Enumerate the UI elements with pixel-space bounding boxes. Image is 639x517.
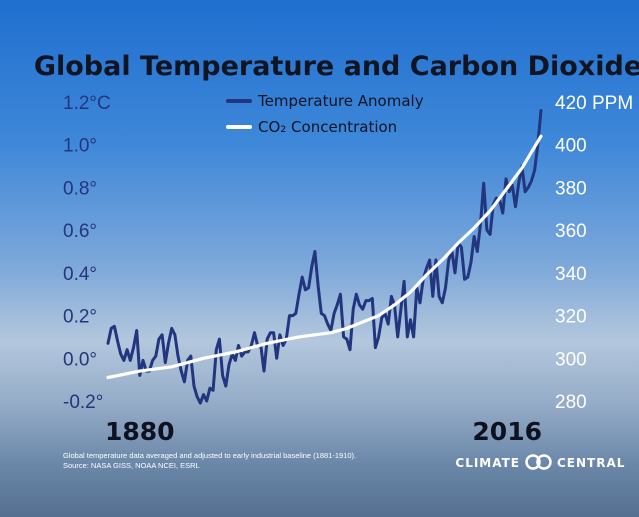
legend: Temperature Anomaly CO₂ Concentration	[226, 92, 424, 136]
brand-ring-left-icon	[525, 454, 541, 470]
brand-text-left: CLIMATE	[455, 456, 520, 470]
left-tick-label: -0.2°	[63, 392, 103, 413]
left-tick-label: 0.6°	[63, 221, 97, 242]
right-axis-tick-labels: 420 PPM 400 380 360 340 320 300 280	[555, 93, 633, 413]
chart-title: Global Temperature and Carbon Dioxide	[34, 51, 639, 82]
left-tick-label: 0.8°	[63, 178, 97, 199]
right-tick-label: 340	[555, 264, 587, 285]
left-axis-tick-labels: 1.2°C 1.0° 0.8° 0.6° 0.4° 0.2° 0.0° -0.2°	[63, 93, 111, 413]
co2-concentration-line	[106, 134, 543, 380]
brand-ring-right-icon	[536, 454, 552, 470]
footnote-source: Source: NASA GISS, NOAA NCEI, ESRL	[63, 461, 200, 470]
left-tick-label: 1.0°	[63, 136, 97, 157]
right-tick-label: 420 PPM	[555, 93, 633, 114]
footnote-method: Global temperature data averaged and adj…	[63, 451, 356, 460]
x-tick-label-start: 1880	[105, 417, 175, 446]
right-tick-label: 360	[555, 221, 587, 242]
legend-label-co2: CO₂ Concentration	[258, 118, 397, 136]
brand-logo: CLIMATE CENTRAL	[455, 454, 625, 470]
x-tick-label-end: 2016	[472, 417, 542, 446]
left-tick-label: 0.2°	[63, 307, 97, 328]
left-tick-label: 0.4°	[63, 264, 97, 285]
right-tick-label: 280	[555, 392, 587, 413]
series-layer	[106, 109, 543, 405]
left-tick-label: 0.0°	[63, 349, 97, 370]
right-tick-label: 300	[555, 349, 587, 370]
right-tick-label: 320	[555, 307, 587, 328]
right-tick-label: 380	[555, 178, 587, 199]
left-tick-label: 1.2°C	[63, 93, 111, 114]
right-tick-label: 400	[555, 136, 587, 157]
brand-text-right: CENTRAL	[557, 456, 625, 470]
legend-label-temperature: Temperature Anomaly	[257, 92, 424, 110]
